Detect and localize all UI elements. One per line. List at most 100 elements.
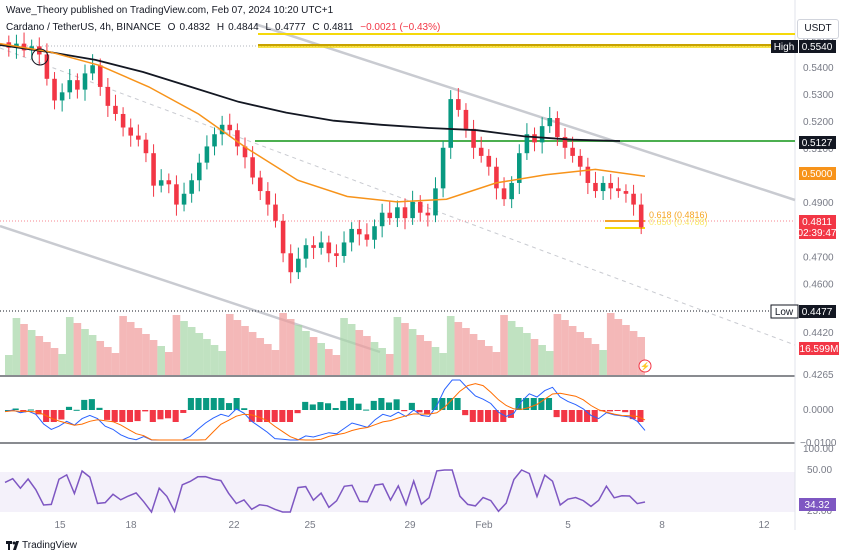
candle-body-60 — [463, 109, 469, 129]
time-axis: 15 18 22 25 29 Feb 5 8 12 — [54, 520, 770, 531]
volume-bar-34 — [264, 344, 272, 375]
time-tick-5: Feb — [475, 520, 493, 531]
candle-body-10 — [82, 73, 88, 90]
volume-bar-79 — [606, 313, 615, 375]
macd-bar-50 — [385, 402, 393, 410]
volume-bar-22 — [172, 315, 181, 375]
price-tag-ema: 0.5000 — [799, 167, 836, 180]
volume-bar-6 — [50, 348, 59, 375]
candle-body-82 — [631, 193, 636, 205]
candle-body-52 — [402, 207, 408, 219]
macd-bar-32 — [248, 410, 255, 422]
rsi-tick-50a: 50.00 — [807, 465, 832, 476]
candle-body-56 — [433, 188, 438, 216]
candle-body-40 — [311, 245, 316, 248]
close-value: 0.4811 — [323, 22, 354, 33]
macd-bar-37 — [286, 410, 293, 422]
volume-bar-30 — [233, 320, 242, 375]
volume-bar-1 — [12, 318, 21, 375]
candle-body-27 — [212, 134, 217, 147]
macd-bar-56 — [431, 398, 438, 410]
macd-bar-35 — [271, 410, 278, 422]
candle-body-50 — [387, 212, 393, 219]
price-tag-high: High 0.5540 — [771, 40, 836, 53]
macd-bar-46 — [355, 403, 362, 410]
candle-body-18 — [143, 139, 149, 154]
macd-bar-8 — [65, 406, 73, 410]
macd-bar-12 — [96, 407, 103, 410]
candle-body-72 — [555, 118, 560, 137]
candle-body-21 — [166, 180, 172, 185]
macd-bar-55 — [424, 410, 431, 415]
candle-body-36 — [280, 220, 286, 254]
macd-bar-28 — [218, 398, 225, 410]
price-tick-4: 0.5100 — [803, 144, 834, 155]
volume-bar-47 — [363, 336, 371, 375]
candle-body-16 — [128, 127, 133, 136]
volume-bar-73 — [561, 320, 569, 375]
macd-zero-label: 0.0000 — [803, 405, 834, 416]
volume-bar-77 — [591, 344, 600, 375]
volume-bar-54 — [416, 335, 425, 375]
candle-body-65 — [501, 188, 507, 200]
macd-bar-18 — [142, 410, 149, 412]
time-tick-0: 15 — [54, 520, 66, 531]
volume-bar-42 — [325, 349, 333, 375]
rsi-axis: 100.00 50.00 25.00 34.32 — [799, 444, 836, 517]
volume-bar-36 — [279, 313, 287, 375]
macd-histogram — [5, 398, 644, 422]
macd-bar-59 — [454, 398, 461, 410]
candle-body-63 — [486, 155, 492, 167]
volume-bar-69 — [530, 339, 539, 375]
macd-bar-38 — [294, 410, 301, 414]
svg-text:16.599M: 16.599M — [800, 344, 839, 355]
volume-bar-52 — [401, 323, 409, 375]
volume-bar-63 — [485, 346, 493, 375]
time-tick-4: 29 — [404, 520, 416, 531]
macd-bar-75 — [576, 410, 583, 422]
volume-bar-9 — [73, 323, 82, 375]
close-label: C — [312, 22, 320, 33]
time-tick-1: 18 — [125, 520, 137, 531]
volume-bar-35 — [271, 350, 280, 375]
currency-button[interactable]: USDT — [797, 19, 839, 39]
volume-bar-31 — [241, 326, 249, 375]
price-tick-5: 0.4900 — [803, 198, 834, 209]
candle-body-57 — [440, 147, 446, 189]
volume-bar-72 — [553, 314, 562, 375]
macd-bar-82 — [629, 410, 636, 420]
volume-bar-50 — [385, 354, 394, 375]
candle-body-24 — [189, 180, 194, 194]
candle-body-75 — [577, 155, 583, 167]
candle-body-51 — [395, 207, 400, 219]
volume-bar-60 — [462, 328, 470, 375]
macd-bar-24 — [187, 398, 194, 410]
volume-bar-81 — [622, 325, 630, 375]
macd-bar-80 — [614, 410, 621, 411]
macd-bar-70 — [538, 398, 545, 410]
volume-bar-62 — [477, 340, 485, 375]
channel-lower-line — [0, 224, 381, 354]
volume-bar-29 — [225, 314, 234, 375]
alert-icon[interactable] — [638, 359, 652, 373]
volume-bar-19 — [149, 340, 158, 375]
macd-bar-81 — [622, 410, 629, 413]
candle-body-17 — [136, 135, 141, 140]
rsi-line — [4, 469, 646, 514]
macd-bar-40 — [309, 404, 316, 410]
rsi-value-tag: 34.32 — [804, 500, 829, 511]
time-tick-3: 25 — [304, 520, 316, 531]
candle-body-5 — [44, 54, 50, 79]
volume-bar-59 — [454, 322, 463, 375]
candle-body-42 — [326, 242, 332, 254]
volume-bar-64 — [492, 352, 501, 375]
volume-bar-41 — [317, 343, 325, 375]
ema-200-line — [0, 44, 621, 142]
macd-bar-57 — [439, 398, 446, 410]
macd-bar-74 — [568, 410, 575, 422]
candle-body-15 — [120, 113, 126, 128]
volume-bar-4 — [35, 336, 44, 375]
candle-body-35 — [273, 204, 278, 221]
rsi-band — [0, 472, 795, 512]
